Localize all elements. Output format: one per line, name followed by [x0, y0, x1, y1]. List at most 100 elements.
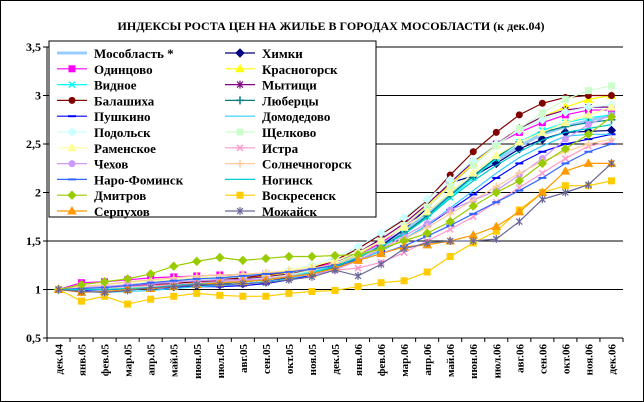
data-point: [515, 124, 523, 132]
legend-item: Солнечногорск: [225, 157, 352, 172]
data-point: [538, 169, 546, 177]
legend-label: Балашиха: [94, 93, 155, 108]
data-point: [423, 238, 431, 247]
legend-item: Мытищи: [225, 78, 317, 93]
legend-item: Серпухов: [57, 204, 150, 219]
x-tick-label: дек.05: [330, 344, 342, 375]
legend-label: Истра: [262, 141, 299, 156]
data-point: [514, 137, 525, 146]
legend-box: [48, 40, 377, 218]
data-point: [354, 271, 362, 280]
data-point: [492, 235, 500, 244]
legend-label: Чехов: [94, 157, 128, 172]
data-point: [583, 129, 594, 140]
data-point: [331, 266, 339, 275]
x-tick-label: дек.06: [606, 344, 618, 375]
axes: [43, 46, 624, 342]
data-point: [585, 180, 592, 189]
data-point: [608, 159, 615, 168]
legend-item: Химки: [225, 46, 303, 61]
x-tick-label: апр.06: [422, 344, 434, 376]
legend-marker: [236, 191, 244, 199]
data-point: [560, 117, 571, 127]
legend-marker: [67, 127, 77, 137]
data-point: [399, 213, 409, 223]
data-point: [491, 187, 501, 198]
data-point: [514, 206, 525, 216]
x-tick-label: июн.06: [468, 344, 480, 379]
data-point: [515, 111, 523, 119]
data-point: [607, 177, 615, 185]
x-tick-label: ноя.06: [583, 344, 595, 376]
data-point: [446, 225, 454, 233]
chart-title: ИНДЕКСЫ РОСТА ЦЕН НА ЖИЛЬЕ В ГОРОДАХ МОС…: [118, 19, 545, 33]
legend-item: Люберцы: [225, 93, 319, 108]
x-tick-label: мар.06: [399, 344, 411, 377]
data-point: [561, 95, 569, 103]
legend-marker: [236, 144, 244, 152]
data-point: [78, 297, 86, 305]
x-tick-label: июн.05: [192, 344, 204, 379]
data-point: [422, 194, 432, 204]
data-point: [446, 237, 454, 245]
data-point: [423, 268, 431, 276]
legend-marker: [67, 142, 77, 152]
legend-item: Раменское: [57, 141, 156, 156]
data-point: [170, 282, 178, 291]
data-point: [261, 253, 271, 264]
data-point: [560, 166, 571, 175]
data-point: [124, 286, 132, 295]
data-point: [561, 182, 569, 190]
data-point: [606, 112, 617, 122]
data-point: [192, 256, 202, 267]
series-22: [55, 159, 615, 297]
x-tick-label: окт.06: [560, 344, 572, 375]
data-point: [560, 107, 571, 117]
data-point: [515, 217, 523, 226]
data-point: [561, 155, 569, 163]
legend-marker: [67, 205, 77, 215]
x-tick-label: окт.05: [284, 344, 296, 375]
series-19: [53, 112, 617, 295]
legend-item: Ногинск: [225, 172, 313, 187]
data-point: [538, 109, 546, 117]
legend-label: Пушкино: [94, 109, 151, 124]
legend-marker: [236, 80, 244, 89]
legend-item: Можайск: [225, 204, 317, 219]
legend-label: Серпухов: [94, 204, 150, 219]
data-point: [353, 255, 363, 264]
legend-marker: [236, 159, 244, 168]
legend-label: Одинцово: [94, 62, 153, 77]
x-tick-label: янв.06: [353, 344, 365, 376]
data-point: [216, 291, 224, 299]
legend-marker: [236, 128, 244, 136]
data-point: [583, 158, 594, 167]
data-point: [239, 292, 247, 300]
data-point: [145, 269, 156, 279]
y-tick-label: 3: [35, 89, 41, 103]
x-tick-label: авг.05: [238, 344, 250, 373]
legend-marker: [235, 48, 245, 58]
legend-marker: [68, 160, 76, 168]
legend-label: Мытищи: [262, 78, 317, 93]
y-tick-label: 2: [35, 186, 41, 200]
data-point: [537, 115, 548, 125]
data-point: [122, 274, 133, 284]
y-tick-label: 3,5: [26, 40, 41, 54]
legend-item: Балашиха: [57, 93, 155, 108]
data-point: [124, 300, 132, 308]
data-point: [215, 252, 225, 263]
legend-item: Мособласть *: [57, 46, 174, 61]
x-tick-label: июл.06: [491, 344, 503, 379]
data-point: [262, 278, 270, 287]
data-point: [147, 283, 155, 292]
legend-label: Можайск: [262, 204, 317, 219]
legend-item: Красногорск: [225, 62, 338, 77]
legend-label: Ногинск: [262, 172, 313, 187]
data-point: [330, 250, 340, 261]
data-point: [308, 272, 316, 281]
data-point: [469, 161, 477, 169]
legend-label: Воскресенск: [262, 188, 337, 203]
data-point: [354, 264, 362, 272]
